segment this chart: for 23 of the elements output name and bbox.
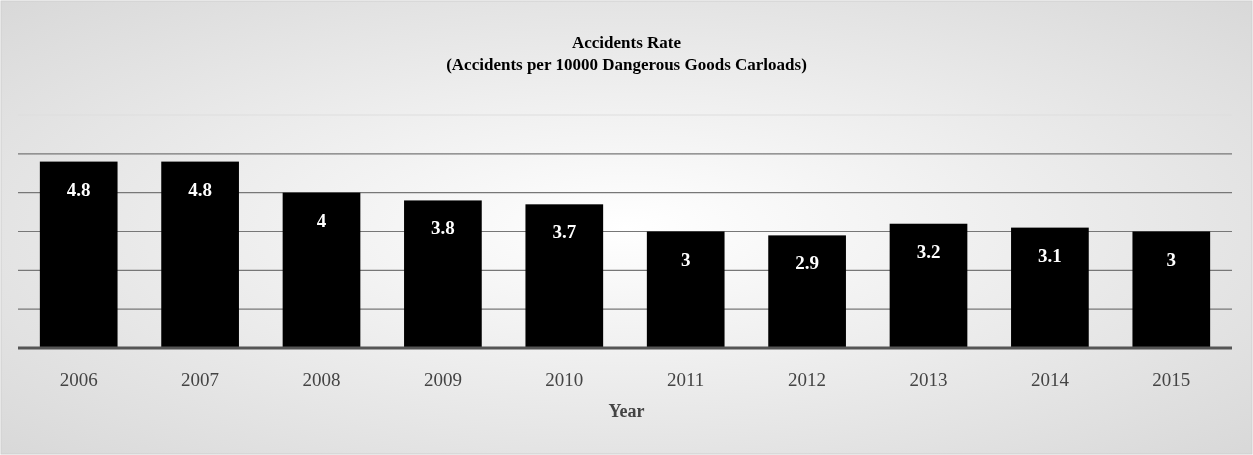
data-label: 3 (680, 248, 691, 270)
x-tick-label: 2014 (1030, 369, 1070, 390)
x-tick-label: 2015 (1152, 369, 1191, 390)
x-axis-title: Year (608, 401, 645, 421)
data-label: 3.7 (552, 221, 577, 243)
chart-subtitle: (Accidents per 10000 Dangerous Goods Carloads) (446, 55, 807, 74)
data-label: 3 (1166, 248, 1177, 270)
data-label: 3.1 (1038, 244, 1062, 266)
x-tick-label: 2012 (788, 369, 827, 390)
chart-title: Accidents Rate (571, 33, 682, 52)
data-label: 3.8 (431, 217, 455, 239)
x-tick-label: 2013 (909, 369, 948, 390)
x-tick-label: 2008 (302, 369, 341, 390)
data-label: 3.2 (916, 240, 941, 262)
data-label: 4.8 (66, 178, 91, 200)
x-tick-label: 2010 (545, 369, 584, 390)
x-tick-label: 2006 (59, 369, 98, 390)
data-label: 4 (316, 209, 327, 231)
x-tick-label: 2009 (423, 369, 462, 390)
x-tick-label: 2007 (181, 369, 220, 390)
data-label: 2.9 (795, 252, 819, 274)
data-label: 4.8 (188, 178, 212, 200)
x-tick-label: 2011 (667, 369, 705, 390)
